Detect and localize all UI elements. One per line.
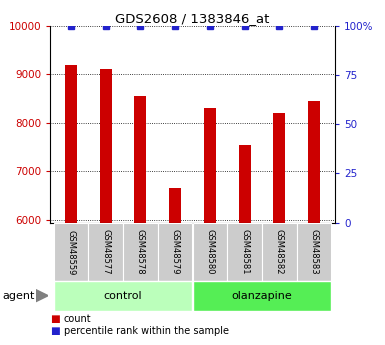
Text: GSM48581: GSM48581: [240, 229, 249, 275]
Bar: [273, 113, 285, 223]
Polygon shape: [36, 290, 48, 302]
Bar: [204, 108, 216, 223]
Bar: [169, 188, 181, 223]
Bar: [239, 145, 251, 223]
Text: olanzapine: olanzapine: [232, 291, 292, 301]
Bar: [100, 69, 112, 223]
Bar: [262, 223, 296, 281]
Text: GSM48578: GSM48578: [136, 229, 145, 275]
Bar: [158, 223, 192, 281]
Bar: [123, 223, 157, 281]
Text: GSM48559: GSM48559: [66, 229, 75, 275]
Text: GSM48583: GSM48583: [310, 229, 319, 275]
Text: GSM48577: GSM48577: [101, 229, 110, 275]
Bar: [134, 96, 146, 223]
Bar: [192, 281, 331, 310]
Bar: [54, 281, 192, 310]
Text: count: count: [64, 314, 91, 324]
Text: GSM48579: GSM48579: [171, 229, 180, 275]
Title: GDS2608 / 1383846_at: GDS2608 / 1383846_at: [116, 12, 270, 25]
Bar: [192, 223, 227, 281]
Bar: [228, 223, 262, 281]
Text: ■: ■: [50, 314, 60, 324]
Text: percentile rank within the sample: percentile rank within the sample: [64, 326, 229, 336]
Text: GSM48582: GSM48582: [275, 229, 284, 275]
Bar: [65, 65, 77, 223]
Text: ■: ■: [50, 326, 60, 336]
Text: GSM48580: GSM48580: [205, 229, 214, 275]
Bar: [89, 223, 123, 281]
Bar: [54, 223, 88, 281]
Bar: [308, 101, 320, 223]
Text: control: control: [104, 291, 142, 301]
Text: agent: agent: [2, 291, 34, 300]
Bar: [297, 223, 331, 281]
